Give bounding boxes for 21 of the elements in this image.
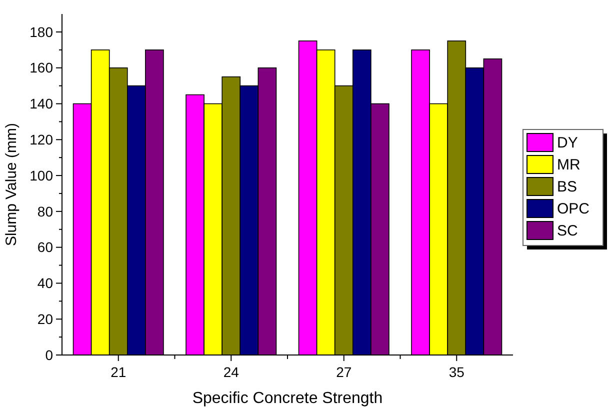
legend-label: MR bbox=[557, 156, 580, 174]
x-tick-label: 35 bbox=[448, 364, 465, 380]
y-tick-label: 60 bbox=[37, 239, 54, 256]
legend-label: DY bbox=[557, 134, 578, 152]
legend-label: SC bbox=[557, 222, 578, 240]
y-axis-title: Slump Value (mm) bbox=[3, 122, 20, 246]
y-tick-label: 120 bbox=[30, 132, 54, 148]
y-tick-label: 80 bbox=[37, 203, 54, 220]
x-tick-label: 21 bbox=[110, 364, 126, 380]
x-tick-label: 27 bbox=[336, 364, 352, 380]
y-tick-label: 180 bbox=[30, 24, 54, 40]
y-tick-label: 0 bbox=[45, 346, 54, 363]
x-axis-title: Specific Concrete Strength bbox=[192, 390, 383, 407]
y-tick-label: 100 bbox=[30, 167, 54, 184]
y-tick-label: 140 bbox=[30, 96, 54, 112]
legend-label: BS bbox=[557, 178, 578, 196]
y-tick-label: 160 bbox=[30, 60, 54, 76]
x-tick-label: 24 bbox=[223, 364, 240, 380]
legend-label: OPC bbox=[557, 200, 590, 218]
y-tick-label: 20 bbox=[37, 311, 54, 328]
y-tick-label: 40 bbox=[37, 275, 54, 292]
